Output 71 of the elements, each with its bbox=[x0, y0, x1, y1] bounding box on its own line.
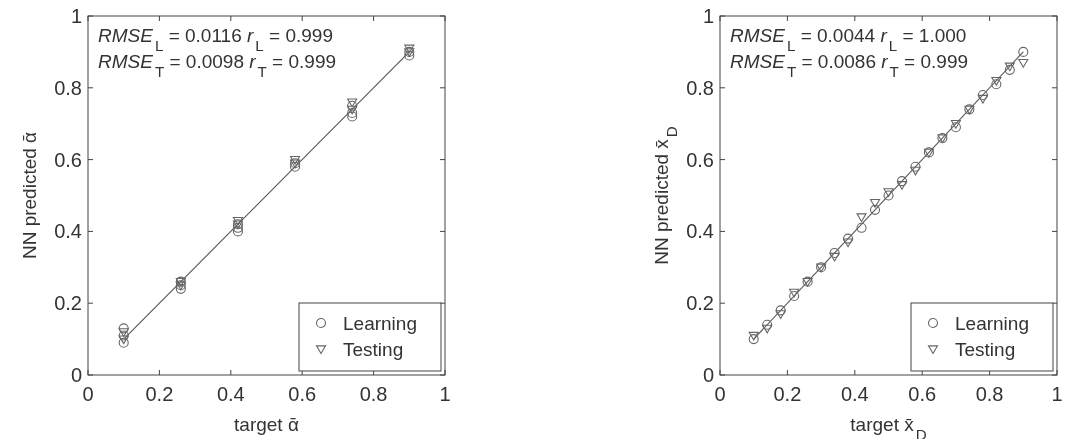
y-tick-label: 0 bbox=[702, 364, 714, 386]
point bbox=[856, 222, 867, 233]
point bbox=[910, 166, 921, 176]
y-tick-label: 1 bbox=[70, 5, 82, 27]
x-tick-label: 0.2 bbox=[773, 383, 802, 405]
point bbox=[977, 94, 988, 104]
point bbox=[1018, 58, 1029, 68]
point bbox=[896, 176, 908, 187]
point bbox=[118, 330, 129, 341]
point bbox=[869, 204, 881, 215]
point bbox=[775, 305, 786, 316]
point bbox=[910, 161, 921, 172]
point bbox=[991, 79, 1002, 90]
y-tick-label: 0.4 bbox=[54, 220, 82, 243]
point bbox=[843, 238, 854, 248]
point bbox=[991, 76, 1002, 86]
y-tick-label: 1 bbox=[702, 5, 714, 27]
point bbox=[950, 120, 961, 129]
point bbox=[950, 122, 961, 133]
point bbox=[118, 323, 129, 334]
point bbox=[883, 190, 894, 201]
y-tick-label: 0.2 bbox=[686, 292, 714, 315]
annotation: RMSE$_{T}$ = 0.0098 r$_{T}$ = 0.999 bbox=[98, 51, 337, 80]
point bbox=[1018, 46, 1029, 57]
x-tick-label: 0.4 bbox=[840, 383, 869, 405]
legend-label: Testing bbox=[343, 338, 404, 360]
y-tick-label: 0.4 bbox=[686, 220, 714, 243]
point bbox=[883, 188, 894, 197]
legend-label: Learning bbox=[955, 312, 1029, 334]
x-tick-label: 0.4 bbox=[216, 383, 245, 405]
y-tick-label: 0.6 bbox=[54, 148, 82, 171]
point bbox=[789, 290, 800, 302]
point bbox=[290, 155, 301, 165]
point bbox=[232, 226, 243, 237]
legend-label: Testing bbox=[955, 338, 1016, 360]
point bbox=[748, 331, 759, 341]
annotation: RMSE$_{T}$ = 0.0086 r$_{T}$ = 0.999 bbox=[730, 51, 969, 80]
x-tick-label: 0.8 bbox=[975, 383, 1004, 405]
point bbox=[896, 181, 908, 190]
x-axis-title: target x̄$_{D}$ bbox=[850, 414, 927, 439]
point bbox=[789, 288, 800, 298]
point bbox=[404, 50, 415, 61]
x-axis-title: target ᾱ bbox=[234, 414, 299, 435]
y-tick-label: 0.2 bbox=[54, 292, 82, 315]
x-tick-label: 1 bbox=[439, 383, 451, 405]
x-tick-label: 0.6 bbox=[908, 383, 937, 405]
point bbox=[856, 213, 867, 223]
x-tick-label: 0.6 bbox=[288, 383, 317, 405]
x-tick-label: 0.2 bbox=[145, 383, 174, 405]
point bbox=[232, 216, 243, 226]
x-tick-label: 1 bbox=[1051, 383, 1063, 405]
point bbox=[762, 324, 773, 334]
point bbox=[829, 247, 840, 258]
point bbox=[748, 334, 759, 345]
y-tick-label: 0.8 bbox=[686, 76, 714, 99]
point bbox=[775, 310, 786, 320]
y-axis-title: NN predicted ᾱ bbox=[19, 131, 40, 260]
point bbox=[829, 252, 840, 262]
y-tick-label: 0.6 bbox=[686, 148, 714, 171]
x-tick-label: 0.8 bbox=[359, 383, 388, 405]
point bbox=[869, 198, 881, 208]
y-tick-label: 0 bbox=[70, 364, 82, 386]
annotation: RMSE$_{L}$ = 0.0044 r$_{L}$ = 1.000 bbox=[730, 25, 967, 54]
point bbox=[347, 111, 358, 122]
point bbox=[762, 319, 773, 330]
legend-label: Learning bbox=[343, 312, 417, 334]
y-tick-label: 0.8 bbox=[54, 76, 82, 99]
annotation: RMSE$_{L}$ = 0.0116 r$_{L}$ = 0.999 bbox=[98, 25, 333, 54]
point bbox=[843, 233, 854, 244]
point bbox=[118, 328, 129, 337]
point bbox=[977, 89, 988, 101]
